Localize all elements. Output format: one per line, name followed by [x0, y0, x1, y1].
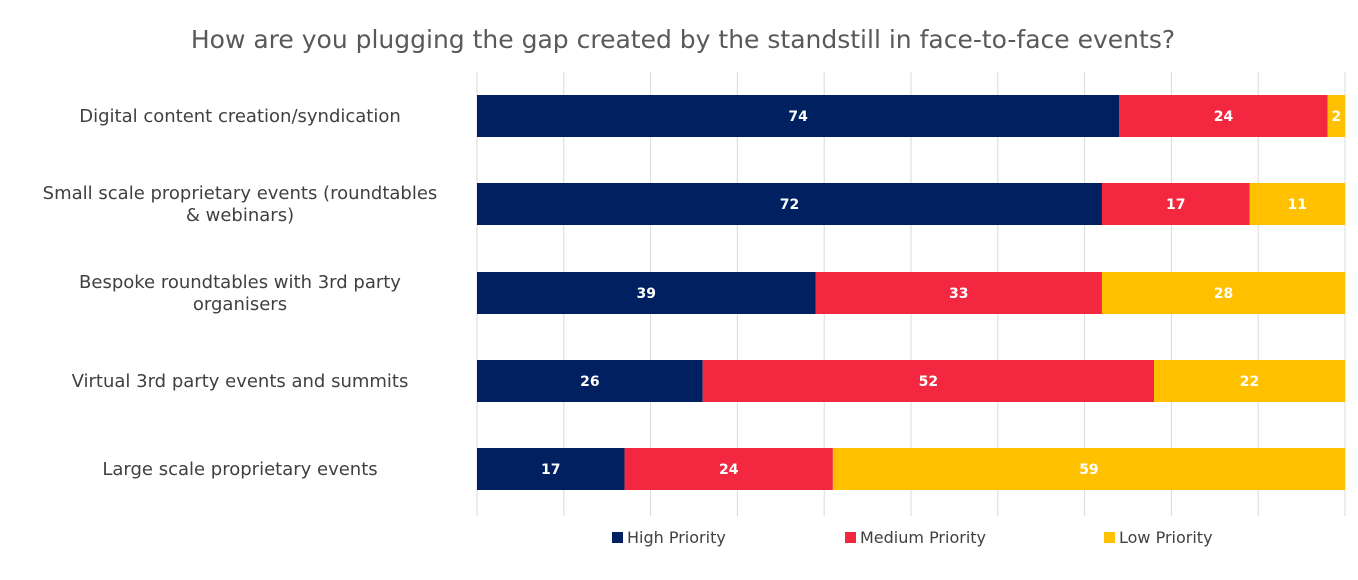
data-label: 24 — [719, 462, 739, 478]
bar-segment — [1119, 95, 1328, 137]
legend-swatch — [612, 532, 623, 543]
data-label: 59 — [1079, 462, 1098, 478]
bar-segment — [477, 448, 625, 490]
chart-title: How are you plugging the gap created by … — [191, 25, 1175, 54]
bar-segment — [832, 448, 1345, 490]
legend-label: High Priority — [627, 528, 726, 547]
legend-swatch — [845, 532, 856, 543]
bar-segment — [1101, 272, 1345, 314]
category-label: Small scale proprietary events (roundtab… — [43, 183, 438, 226]
bar-segment — [1327, 95, 1345, 137]
bar-segment — [477, 95, 1120, 137]
bar-segment — [1154, 360, 1345, 402]
legend-label: Medium Priority — [860, 528, 986, 547]
category-label: Digital content creation/syndication — [79, 106, 401, 127]
bar-segment — [1101, 183, 1250, 225]
data-label: 24 — [1214, 109, 1234, 125]
data-label: 28 — [1214, 286, 1233, 302]
bar-segment — [477, 272, 816, 314]
data-label: 74 — [788, 109, 808, 125]
bar-segment — [477, 183, 1102, 225]
data-label: 26 — [580, 374, 599, 390]
data-label: 72 — [780, 197, 799, 213]
data-label: 33 — [949, 286, 968, 302]
category-label: Bespoke roundtables with 3rd party organi… — [79, 272, 401, 315]
bar-segment — [702, 360, 1155, 402]
bar-segment — [1249, 183, 1345, 225]
bar-segment — [477, 360, 703, 402]
data-label: 52 — [919, 374, 938, 390]
data-label: 2 — [1331, 109, 1341, 125]
legend: High Priority Medium Priority Low Priority — [612, 528, 1213, 547]
data-label: 22 — [1240, 374, 1259, 390]
data-label: 17 — [1166, 197, 1185, 213]
data-label: 11 — [1288, 197, 1307, 213]
data-label: 39 — [637, 286, 656, 302]
legend-swatch — [1104, 532, 1115, 543]
category-label: Virtual 3rd party events and summits — [72, 371, 409, 392]
legend-label: Low Priority — [1119, 528, 1213, 547]
category-label: Large scale proprietary events — [102, 459, 377, 480]
bars: 74 24 2 72 17 11 39 33 28 26 52 22 17 24 59 — [477, 95, 1345, 490]
bar-segment — [624, 448, 833, 490]
data-label: 17 — [541, 462, 560, 478]
bar-segment — [815, 272, 1102, 314]
category-labels: Digital content creation/syndication Smal… — [43, 106, 438, 480]
